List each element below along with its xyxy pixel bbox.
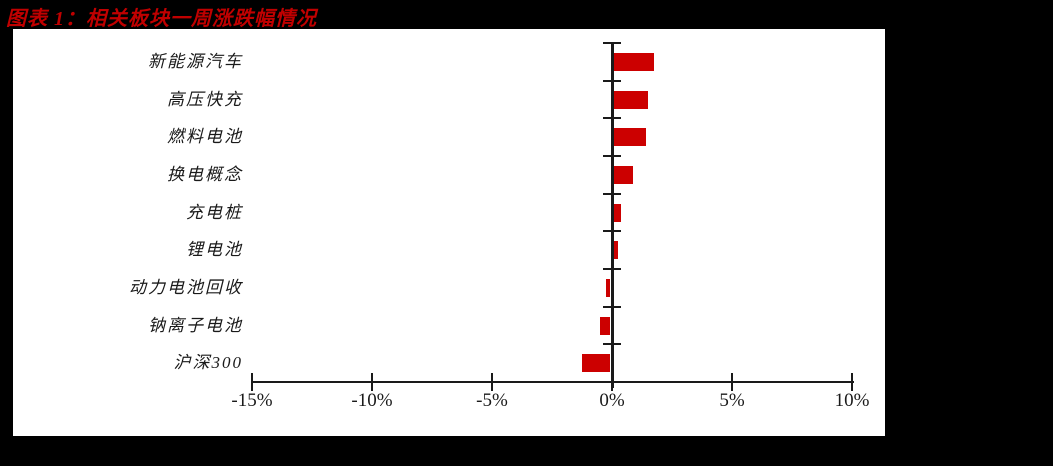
category-label: 高压快充 (167, 89, 243, 109)
x-axis-tick-label: 5% (719, 390, 745, 411)
category-label: 换电概念 (167, 165, 243, 184)
category-label: 新能源汽车 (148, 52, 243, 71)
bar-钠离子电池 (599, 316, 611, 335)
figure-title: 图表 1：相关板块一周涨跌幅情况 (6, 8, 317, 30)
y-axis-line (610, 43, 614, 388)
category-label: 锂电池 (186, 240, 243, 260)
x-axis-tick (851, 373, 853, 391)
y-axis-tick (603, 79, 621, 82)
x-axis-tick (491, 373, 493, 391)
bar-沪深300 (581, 354, 611, 373)
y-axis-tick (603, 117, 621, 120)
category-label: 沪深300 (173, 353, 243, 373)
bar-高压快充 (613, 90, 649, 109)
x-axis-tick (731, 373, 733, 391)
category-label: 燃料电池 (167, 127, 243, 147)
y-axis-tick (603, 42, 621, 44)
x-axis-tick-label: 0% (599, 390, 625, 411)
bar-新能源汽车 (613, 52, 655, 71)
bar-动力电池回收 (605, 278, 611, 297)
bar-充电桩 (613, 203, 621, 222)
x-axis-tick-label: -10% (351, 390, 393, 411)
x-axis-tick-label: 10% (834, 390, 870, 411)
bar-燃料电池 (613, 128, 646, 147)
x-axis-tick (371, 373, 373, 391)
bar-换电概念 (613, 165, 633, 184)
x-axis-tick (251, 373, 253, 391)
category-label: 钠离子电池 (148, 315, 243, 335)
x-axis-line (252, 381, 854, 383)
x-axis-tick-label: -5% (476, 390, 508, 411)
x-axis-tick-label: -15% (231, 390, 273, 411)
y-axis-tick (603, 230, 621, 233)
category-label: 充电桩 (186, 202, 243, 222)
category-label: 动力电池回收 (129, 278, 243, 297)
y-axis-tick (603, 155, 621, 157)
y-axis-tick (603, 268, 621, 270)
y-axis-tick (603, 343, 621, 346)
y-axis-tick (603, 192, 621, 195)
y-axis-tick (603, 305, 621, 308)
chart-panel: -15% -10% -5% 0% 5% 10% 新能源汽车高压快充燃料电池换电概念充电桩锂电… (13, 29, 885, 436)
bar-锂电池 (613, 241, 619, 260)
